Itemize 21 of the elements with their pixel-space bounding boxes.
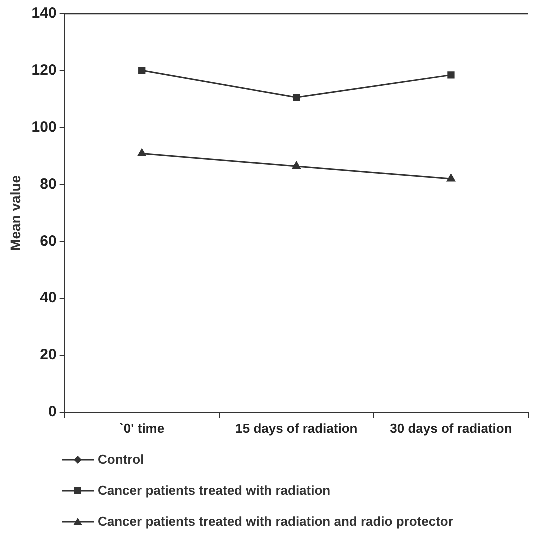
point [448,72,455,79]
y-tick-label: 20 [40,346,57,364]
legend-label: Cancer patients treated with radiation [98,483,331,498]
y-tick-label: 0 [48,404,57,421]
y-tick-label: 60 [40,232,57,250]
y-tick-label: 140 [32,5,57,22]
point [292,162,301,170]
y-tick-label: 100 [32,118,57,136]
x-tick-label: `0' time [120,420,165,436]
point [138,148,146,156]
x-tick-label: 15 days of radiation [236,420,358,436]
legend-label: Cancer patients treated with radiation and radio protector [98,514,454,529]
x-tick-label: 30 days of radiation [390,420,512,436]
point [447,174,456,182]
y-tick-label: 40 [40,290,57,307]
y-tick-label: 120 [32,62,57,80]
point [293,94,300,102]
y-tick-label: 80 [40,176,57,193]
point [138,67,146,74]
y-axis-title: Mean value [7,175,24,251]
legend-label: Control [98,452,144,467]
